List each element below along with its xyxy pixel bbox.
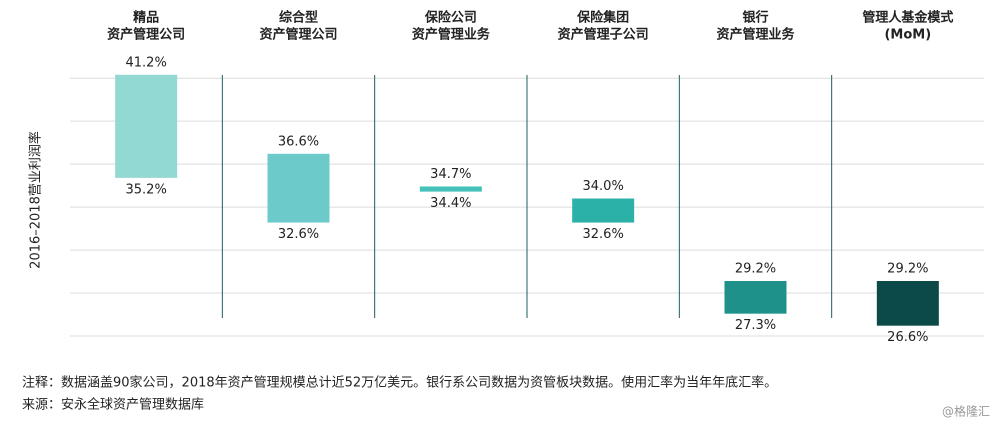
category-label: 保险集团 bbox=[576, 10, 629, 26]
category-label: (MoM) bbox=[884, 28, 931, 43]
y-axis-label: 2016–2018营业利润率 bbox=[28, 131, 44, 269]
low-label: 34.4% bbox=[430, 196, 471, 211]
watermark: @格隆汇 bbox=[942, 404, 990, 419]
category-label: 资产管理公司 bbox=[259, 27, 337, 43]
high-label: 29.2% bbox=[887, 262, 928, 277]
category-label: 资产管理业务 bbox=[412, 27, 491, 43]
source: 来源：安永全球资产管理数据库 bbox=[22, 397, 204, 413]
category-label: 精品 bbox=[133, 10, 159, 26]
category-label: 综合型 bbox=[279, 10, 318, 26]
range-bar bbox=[876, 281, 939, 326]
low-label: 27.3% bbox=[735, 318, 776, 333]
category-label: 资产管理业务 bbox=[716, 27, 795, 43]
high-label: 34.7% bbox=[430, 167, 471, 182]
low-label: 32.6% bbox=[583, 227, 624, 242]
range-bar bbox=[419, 186, 482, 192]
low-label: 35.2% bbox=[126, 182, 167, 197]
category-label: 资产管理公司 bbox=[107, 27, 185, 43]
range-bar bbox=[724, 281, 787, 314]
note: 注释：数据涵盖90家公司，2018年资产管理规模总计近52万亿美元。银行系公司数… bbox=[22, 375, 777, 391]
range-bar bbox=[267, 153, 330, 223]
low-label: 32.6% bbox=[278, 227, 319, 242]
category-label: 保险公司 bbox=[424, 10, 477, 26]
high-label: 29.2% bbox=[735, 262, 776, 277]
range-bar bbox=[572, 198, 635, 223]
range-bar bbox=[115, 74, 178, 178]
high-label: 41.2% bbox=[126, 55, 167, 70]
low-label: 26.6% bbox=[887, 330, 928, 345]
high-label: 34.0% bbox=[583, 179, 624, 194]
high-label: 36.6% bbox=[278, 134, 319, 149]
category-label: 资产管理子公司 bbox=[558, 27, 649, 43]
category-label: 管理人基金模式 bbox=[862, 10, 953, 26]
category-label: 银行 bbox=[742, 10, 768, 26]
